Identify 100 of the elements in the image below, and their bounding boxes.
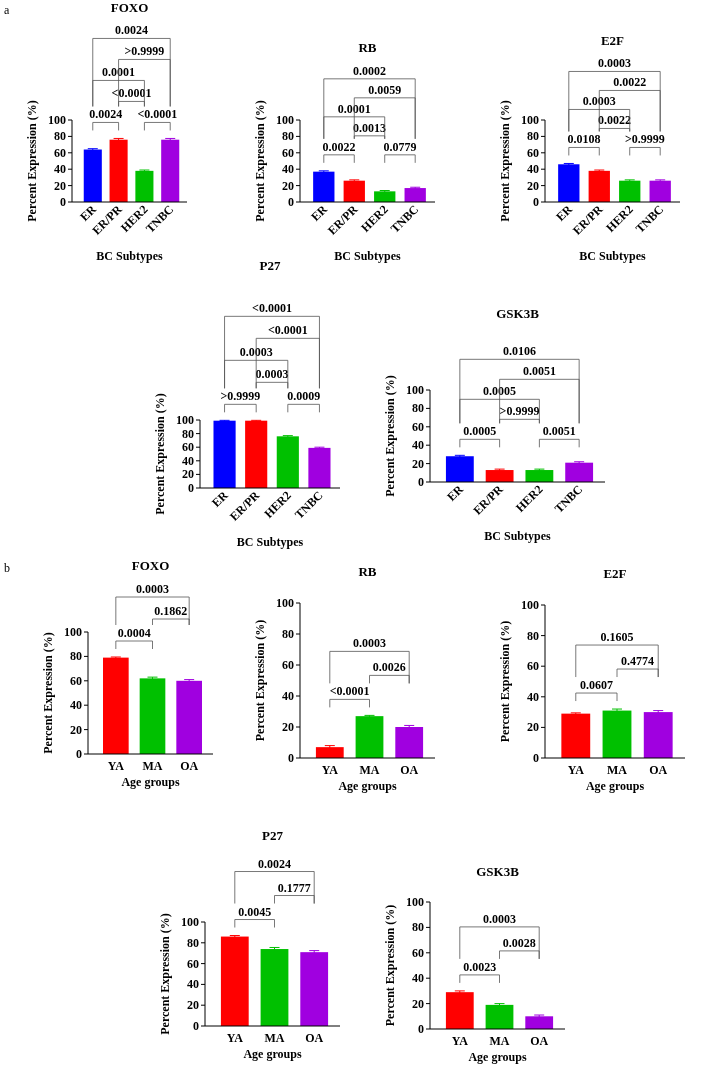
y-tick-label: 0	[76, 747, 82, 761]
text: 0.1777	[277, 880, 311, 895]
annotation: 0.0004	[117, 626, 151, 641]
text: 0.0003	[582, 94, 616, 109]
annotation: 0.0028	[502, 935, 536, 950]
annotation: 0.0024	[89, 107, 123, 122]
y-tick-label: 100	[521, 113, 539, 127]
y-axis-title: Percent Expression (%)	[253, 619, 267, 742]
x-axis-title: Age groups	[585, 779, 645, 793]
x-tick-label: YA	[451, 1034, 469, 1048]
y-tick-label: 80	[54, 129, 66, 144]
text: <0.0001	[111, 86, 152, 101]
y-tick-label: 60	[187, 956, 199, 971]
y-tick-label: 40	[412, 971, 424, 986]
text: >0.9999	[124, 44, 165, 59]
y-tick-label: 60	[282, 145, 294, 160]
y-tick-label: 80	[70, 649, 82, 664]
bar	[343, 180, 365, 202]
text: 0.0003	[255, 367, 289, 382]
y-tick-label: 20	[282, 720, 294, 734]
x-tick-label: MA	[607, 763, 628, 777]
x-tick-label: OA	[649, 763, 668, 777]
y-tick-label: 60	[282, 658, 294, 672]
text: 0.0045	[238, 904, 272, 919]
text: 0.0001	[102, 65, 136, 80]
y-tick-label: 40	[187, 977, 199, 992]
annotation: 0.1605	[600, 630, 634, 645]
bar	[139, 678, 166, 754]
y-tick-label: 100	[48, 113, 66, 127]
x-tick-label: ER	[444, 481, 467, 504]
text: 0.0051	[522, 364, 556, 379]
text: 0.0024	[258, 856, 291, 871]
y-axis-title: Percent Expression (%)	[253, 100, 267, 222]
bar	[313, 171, 335, 202]
x-tick-label: ER	[308, 201, 331, 224]
annotation: >0.9999	[625, 132, 665, 147]
x-tick-label: OA	[180, 759, 199, 773]
text: <0.0001	[267, 323, 308, 338]
text: 0.0059	[368, 82, 402, 97]
y-tick-label: 40	[54, 162, 66, 177]
x-axis-title: BC Subtypes	[236, 535, 304, 549]
y-tick-label: 80	[412, 920, 424, 935]
chart-title: GSK3B	[476, 864, 520, 879]
y-tick-label: 60	[412, 945, 424, 960]
text: 0.0001	[337, 101, 371, 116]
x-axis-title: Age groups	[338, 779, 397, 793]
y-tick-label: 100	[181, 915, 199, 929]
bar	[485, 470, 514, 482]
chart-title: FOXO	[110, 0, 149, 15]
annotation: 0.0108	[567, 132, 601, 147]
x-tick-label: OA	[530, 1034, 549, 1048]
bar	[374, 191, 396, 202]
annotation: 0.0003	[483, 911, 516, 926]
x-axis-title: Age groups	[468, 1050, 527, 1064]
y-tick-label: 0	[533, 751, 539, 765]
bar	[525, 470, 554, 482]
y-tick-label: 60	[54, 145, 66, 160]
text: 0.0106	[503, 344, 536, 359]
y-tick-label: 100	[521, 598, 539, 612]
bar	[445, 456, 474, 482]
annotation: 0.0051	[542, 424, 576, 439]
y-tick-label: 40	[282, 162, 294, 177]
y-tick-label: 0	[188, 481, 194, 495]
bar	[245, 420, 268, 488]
text: <0.0001	[252, 301, 292, 316]
annotation: 0.0013	[353, 120, 386, 135]
annotation: <0.0001	[329, 684, 370, 699]
y-tick-label: 20	[182, 467, 194, 482]
bar	[161, 139, 180, 202]
x-axis-title: BC Subtypes	[579, 249, 647, 263]
y-tick-label: 60	[182, 440, 194, 455]
y-tick-label: 40	[527, 162, 539, 177]
y-tick-label: 0	[60, 195, 66, 209]
bar	[649, 180, 671, 202]
bar	[565, 462, 594, 482]
text: 0.0003	[136, 582, 169, 597]
x-tick-label: YA	[321, 763, 339, 777]
y-tick-label: 60	[527, 659, 539, 674]
bar	[558, 164, 580, 202]
chart-title: GSK3B	[496, 306, 540, 321]
bar	[525, 1016, 554, 1029]
text: 0.0022	[613, 75, 647, 90]
y-tick-label: 80	[282, 627, 294, 641]
x-axis-title: BC Subtypes	[96, 249, 164, 263]
y-tick-label: 20	[412, 456, 424, 471]
y-tick-label: 100	[64, 625, 82, 639]
y-tick-label: 40	[182, 453, 194, 468]
annotation: 0.0023	[463, 959, 497, 974]
bar	[103, 657, 129, 754]
y-tick-label: 0	[288, 751, 294, 765]
y-tick-label: 80	[282, 129, 294, 144]
x-tick-label: YA	[226, 1031, 244, 1045]
text: 0.1862	[154, 604, 188, 619]
y-tick-label: 80	[182, 426, 194, 441]
y-tick-label: 0	[288, 195, 294, 209]
bar	[213, 420, 236, 488]
chart-title: RB	[358, 40, 377, 55]
text: 0.0002	[353, 63, 386, 78]
y-tick-label: 20	[187, 998, 199, 1013]
y-tick-label: 0	[418, 475, 424, 489]
